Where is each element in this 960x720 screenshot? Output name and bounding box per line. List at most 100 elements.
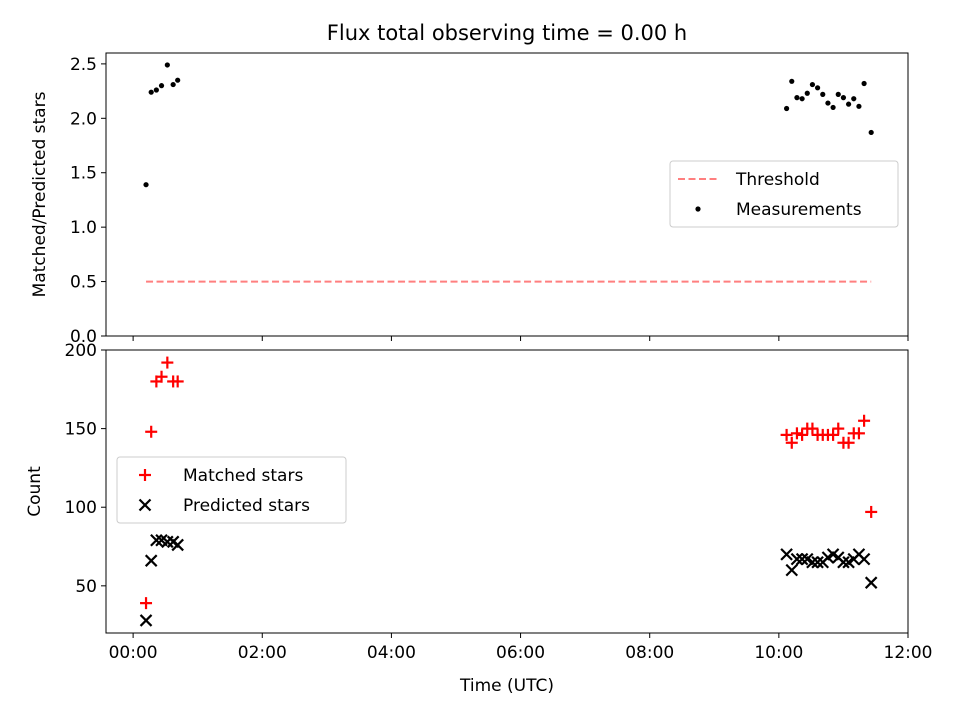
data-point-measurement [825,100,831,106]
data-point-matched [832,422,845,435]
data-point-predicted-b [155,533,168,547]
data-point-predicted [795,552,809,566]
x-tick-label: 10:00 [754,643,803,663]
data-point-predicted [785,563,799,577]
y-tick-label: 50 [75,577,97,597]
data-point-measurement [784,105,790,112]
chart-title: Flux total observing time = 0.00 h [327,21,687,45]
data-point-matched [827,428,840,441]
y-axis-label: Count [25,466,45,517]
data-point-measurement [809,81,816,88]
data-point-predicted-b [837,555,850,569]
data-point-matched [790,427,803,440]
data-point-predicted-b [785,563,799,577]
data-point-matched [161,356,174,369]
data-point-predicted [171,538,184,552]
axes-frame [105,349,909,634]
data-point-matched [865,505,878,518]
data-point-predicted [811,555,824,569]
data-point-matched [796,428,809,441]
legend: Matched stars Predicted stars [116,456,347,524]
x-tick-label: 12:00 [884,643,933,663]
x-tick-label: 04:00 [367,643,416,663]
data-point-predicted-b [857,552,871,566]
data-point-matched [155,370,168,383]
data-point-measurement [820,91,826,97]
y-tick-label: 0.0 [70,327,97,347]
data-point-predicted-b [780,548,793,561]
data-point-predicted [857,552,871,566]
data-point-matched [171,375,184,388]
y-tick-label: 2.0 [70,109,97,129]
data-point-measurement [799,96,805,102]
legend-box [116,456,347,524]
y-tick-label: 2.5 [70,55,97,75]
y-tick-label: 0.5 [70,273,97,293]
data-point-predicted [780,548,793,561]
legend-box [669,160,899,228]
data-point-matched [852,427,865,440]
legend-label: Threshold [735,170,820,190]
data-point-matched [858,414,871,427]
data-point-measurement [835,91,841,97]
data-point-measurement [851,96,857,102]
data-point-matched [785,436,798,449]
data-point-measurement [804,90,810,96]
data-point-matched [780,428,793,441]
data-point-predicted-b [795,552,809,566]
data-point-predicted-b [806,555,819,569]
data-point-predicted-b [864,576,878,589]
x-tick-label: 08:00 [625,643,674,663]
data-point-predicted [144,554,158,567]
data-point-measurement [856,103,862,109]
top-panel: 0.0 0.5 1.0 1.5 2.0 2.5 Matched/Predicted star… [30,52,909,347]
legend: Threshold Measurements [669,160,899,228]
data-point-predicted-b [790,552,804,566]
data-point-predicted-b [811,555,824,569]
data-point-measurement [814,85,821,91]
legend-label: Measurements [736,200,862,220]
data-point-matched [842,436,855,449]
data-point-measurement [153,87,159,93]
data-point-measurement [840,95,847,101]
data-point-predicted-b [139,614,153,627]
data-point-predicted-b [800,552,814,566]
data-point-measurement [143,182,149,188]
data-point-predicted [139,614,153,627]
y-axis-label: Matched/Predicted stars [30,91,50,297]
y-tick-label: 100 [65,498,97,518]
legend-label: Matched stars [183,466,303,486]
data-point-measurement [148,89,154,95]
x-axis-label: Time (UTC) [459,676,554,696]
data-point-matched [806,422,819,435]
data-point-matched [145,425,158,438]
data-point-matched [140,597,153,610]
data-point-measurement [845,101,852,107]
data-point-predicted [837,555,850,569]
data-point-predicted [790,552,804,566]
data-point-measurement [789,78,795,84]
y-tick-label: 1.5 [70,164,97,184]
data-point-measurement [861,80,867,87]
data-point-predicted-b [144,554,158,567]
y-tick-label: 200 [65,341,97,361]
legend-swatch [138,498,152,512]
data-point-predicted-b [150,533,163,547]
data-point-measurement [830,104,836,111]
data-point-predicted [864,576,878,589]
y-tick-label: 1.0 [70,218,97,238]
legend-swatch [695,206,701,212]
legend-label: Predicted stars [183,496,310,516]
data-point-measurement [164,62,170,68]
data-point-predicted-b [171,538,184,552]
x-tick-label: 06:00 [496,643,545,663]
x-tick-label: 02:00 [238,643,287,663]
legend-swatch [139,469,151,481]
x-tick-label: 00:00 [109,643,158,663]
legend-swatch-b [138,498,152,512]
data-point-measurement [868,129,874,136]
data-point-predicted [150,533,163,547]
data-point-measurement [794,95,800,101]
